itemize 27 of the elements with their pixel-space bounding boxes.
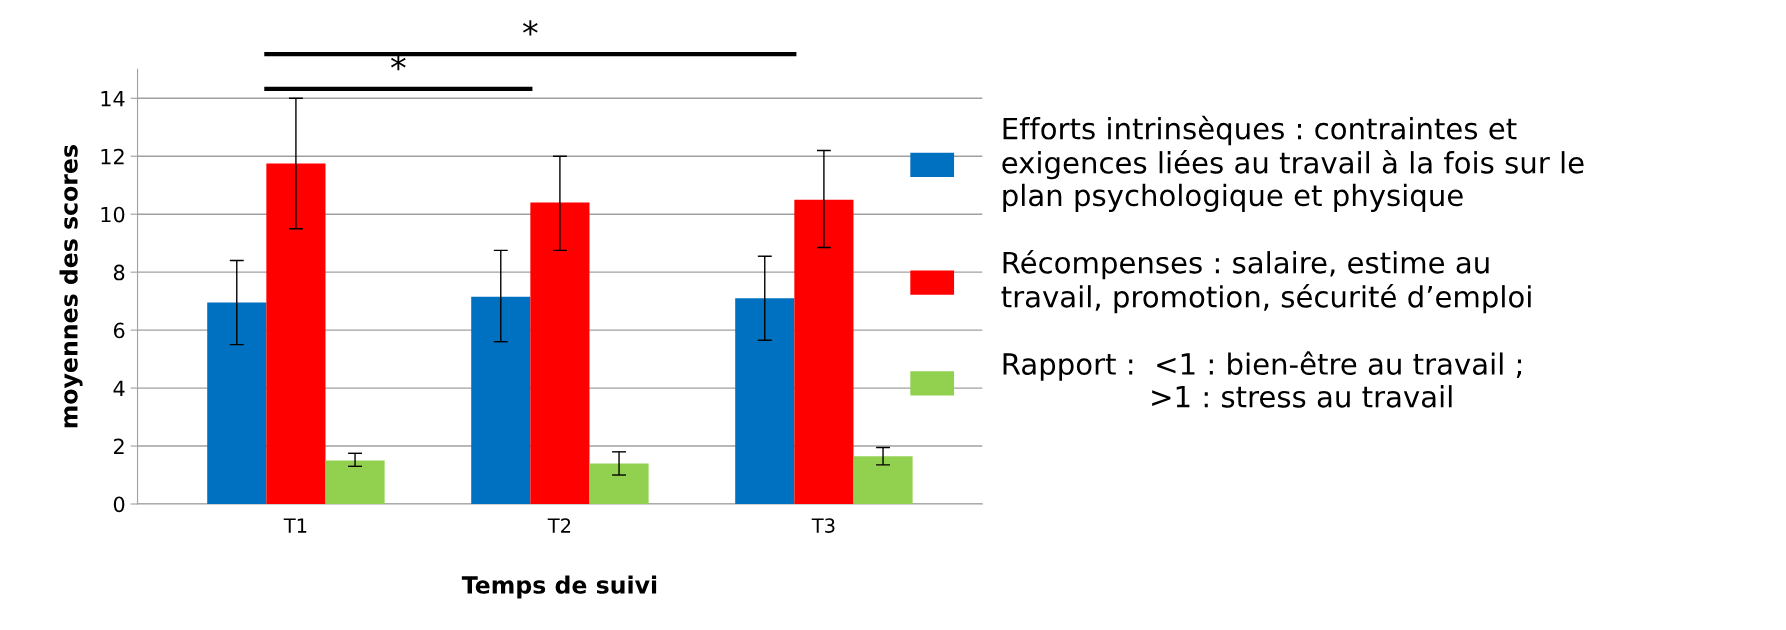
bar: [325, 460, 385, 504]
legend-label: Rapport : <1 : bien-être au travail ; >1 : stress au travail: [1003, 351, 1521, 408]
bar: [589, 463, 649, 504]
bar: [207, 302, 267, 504]
text: *: [523, 20, 538, 36]
annotation: *: [391, 55, 406, 71]
y-tick-label: 6: [113, 322, 125, 339]
bar: [471, 296, 531, 504]
y-axis-title: moyennes des scores: [59, 145, 83, 428]
y-tick-label: 10: [101, 206, 125, 223]
y-tick-label: 14: [101, 91, 125, 107]
legend-label: Efforts intrinsèques : contraintes et exigences liées au travail à la fois sur le plan psychologique et physique: [1002, 115, 1584, 212]
legend-label: Récompenses : salaire, estime au travail, promotion, sécurité d’emploi: [1001, 249, 1531, 314]
bar: [530, 202, 590, 504]
y-tick-label: 2: [113, 438, 124, 454]
bar: [853, 456, 913, 504]
x-axis-title: Temps de suivi: [461, 575, 657, 599]
y-tick-label: 12: [101, 148, 124, 165]
x-tick-label: T1: [283, 518, 307, 533]
y-tick-label: 4: [113, 380, 125, 396]
bar: [794, 199, 854, 504]
x-tick-label: T3: [811, 518, 835, 533]
bar: [266, 163, 326, 504]
bar: [735, 298, 795, 504]
y-tick-label: 8: [113, 264, 125, 281]
x-tick-label: T2: [547, 518, 571, 533]
y-tick-label: 0: [113, 496, 125, 513]
